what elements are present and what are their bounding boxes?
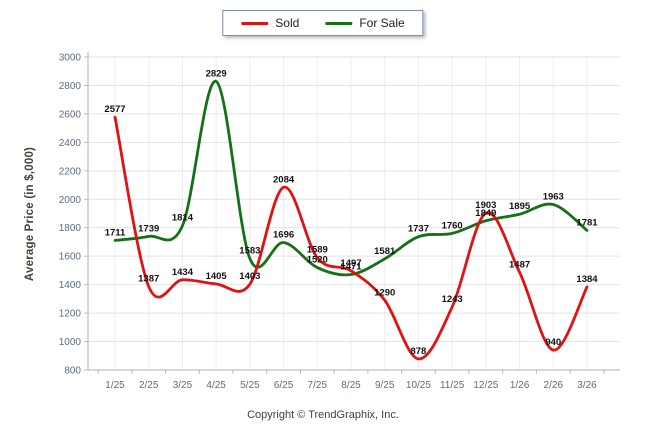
x-tick-label: 9/25 [375,380,395,391]
y-axis-title: Average Price (in $,000) [24,146,36,282]
data-point-label: 878 [410,346,426,357]
x-tick-label: 10/25 [406,380,431,391]
data-point-label: 1497 [340,258,361,269]
y-tick-label: 1800 [59,223,82,234]
y-tick-label: 2000 [59,195,82,206]
data-point-label: 1387 [138,273,159,284]
sold-legend-label: Sold [275,16,300,30]
sold-data-labels: 2577 1387 1434 1405 1403 2084 1589 1497 1290 878 1… [104,104,598,357]
for-sale-data-labels: 1711 1739 1814 2829 1583 1696 1520 1471 1581 1737… [105,68,599,272]
y-tick-label: 2600 [59,109,82,120]
y-tick-label: 1400 [59,280,82,291]
data-point-label: 1405 [206,271,228,282]
y-tick-label: 1600 [59,252,82,263]
gridlines [88,56,620,371]
y-tick-label: 2200 [59,166,82,177]
data-point-label: 1471 [340,262,362,273]
data-point-label: 1781 [576,217,598,228]
copyright-text: Copyright © TrendGraphix, Inc. [247,409,399,421]
chart-legend: Sold For Sale [222,10,424,36]
data-point-label: 1849 [475,208,496,219]
x-tick-label: 11/25 [440,380,465,391]
for-sale-line-swatch [325,21,353,25]
y-tick-label: 1000 [59,337,82,348]
y-tick-label: 800 [64,366,81,377]
y-tick-label: 2400 [59,138,82,149]
data-point-label: 1963 [543,192,564,203]
x-tick-label: 12/25 [473,380,498,391]
data-point-label: 1760 [442,220,463,231]
data-point-label: 1583 [239,246,260,257]
for-sale-legend-label: For Sale [359,16,405,30]
legend-item-sold: Sold [241,16,299,30]
x-tick-label: 8/25 [341,380,361,391]
for-sale-series-line [113,79,589,277]
x-tick-label: 6/25 [274,380,294,391]
data-point-label: 1403 [239,271,260,282]
data-point-label: 1903 [475,200,496,211]
data-point-label: 1814 [172,213,194,224]
x-tick-label: 1/25 [105,380,125,391]
data-point-label: 1384 [576,274,598,285]
data-point-label: 1243 [442,294,463,305]
y-tick-label: 2800 [59,81,82,92]
data-point-label: 1434 [172,267,194,278]
x-tick-label: 2/26 [544,380,564,391]
x-tick-label: 3/25 [173,380,193,391]
data-point-label: 940 [545,337,561,348]
data-point-label: 1711 [105,227,126,238]
data-point-label: 2577 [104,104,125,115]
sold-line-swatch [241,21,269,25]
x-tick-label: 4/25 [206,380,226,391]
y-tick-label: 1200 [59,309,82,320]
x-tick-label: 1/26 [510,380,530,391]
data-point-label: 1895 [509,201,531,212]
x-tick-label: 2/25 [139,380,159,391]
x-tick-label: 3/26 [577,380,597,391]
sold-series-line [113,115,589,361]
data-point-label: 1487 [509,259,530,270]
data-point-label: 2084 [273,174,295,185]
y-tick-label: 3000 [59,53,82,64]
axis-tick-labels: 800 1000 1200 1400 1600 1800 2000 2200 2400 2600 2… [59,53,597,392]
data-point-label: 1696 [273,230,294,241]
data-point-label: 2829 [206,68,227,79]
data-point-label: 1581 [374,246,396,257]
data-point-label: 1589 [307,245,328,256]
legend-item-for-sale: For Sale [325,16,405,30]
axes [84,52,620,374]
data-point-label: 1290 [374,287,395,298]
x-tick-label: 5/25 [240,380,260,391]
data-point-label: 1739 [138,223,159,234]
data-point-label: 1737 [408,224,429,235]
data-point-label: 1520 [307,255,328,266]
x-tick-label: 7/25 [308,380,328,391]
